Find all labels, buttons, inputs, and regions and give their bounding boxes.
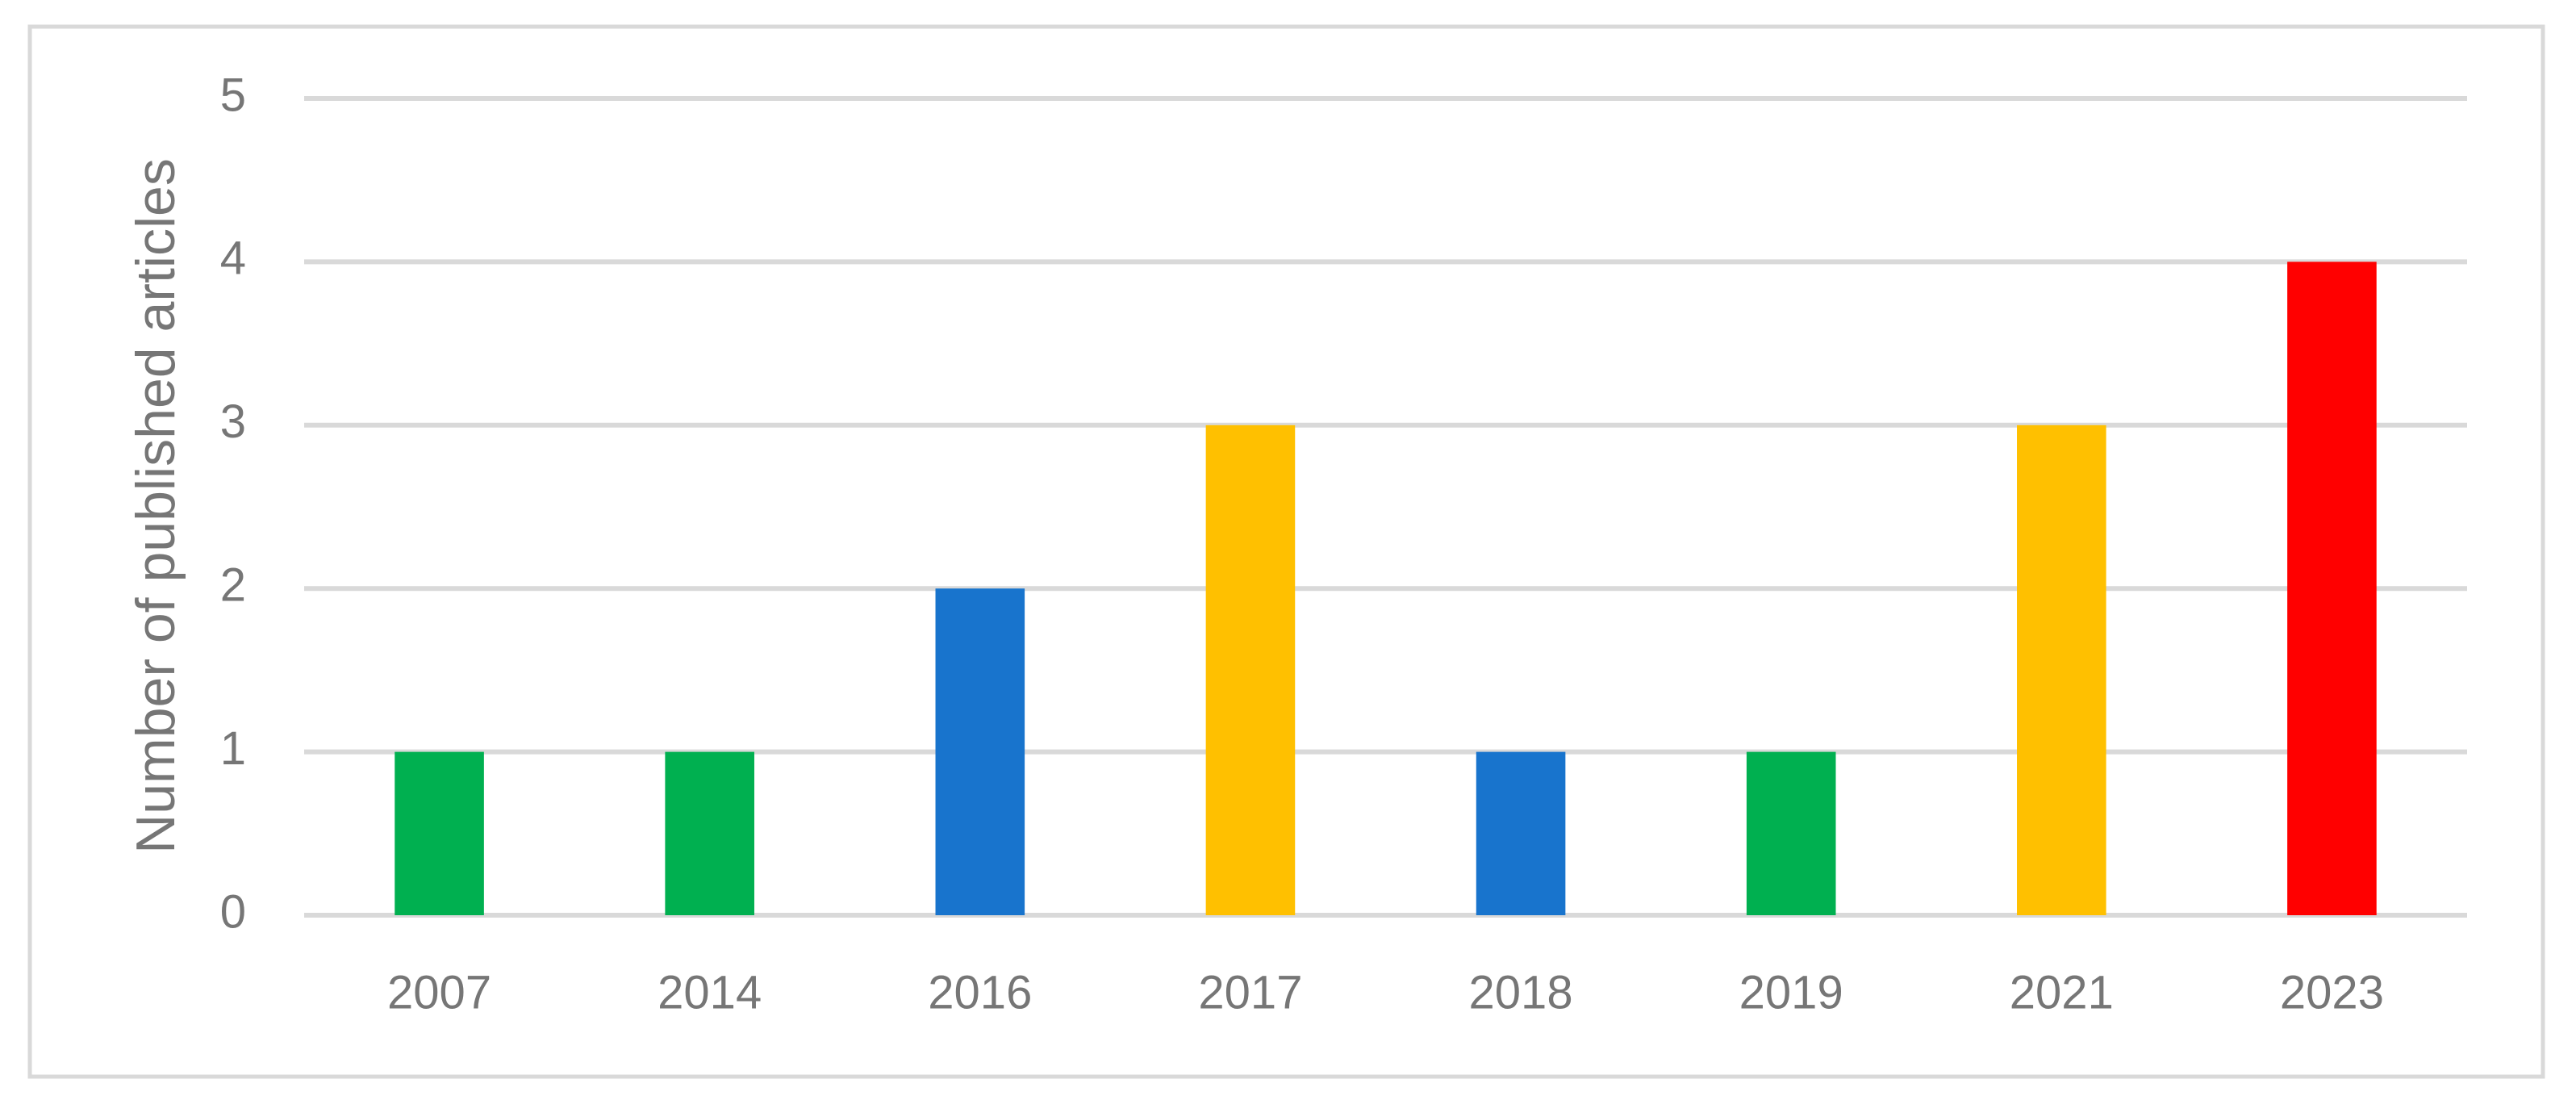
x-tick-label: 2019	[1739, 966, 1843, 1019]
y-tick-label: 5	[220, 69, 246, 121]
x-tick-label: 2016	[928, 966, 1032, 1019]
bar	[935, 588, 1025, 915]
x-tick-label: 2021	[2010, 966, 2114, 1019]
bar	[2017, 425, 2106, 915]
y-tick-label: 1	[220, 722, 246, 775]
x-tick-label: 2017	[1198, 966, 1302, 1019]
y-tick-label: 2	[220, 559, 246, 612]
y-tick-label: 3	[220, 395, 246, 448]
bar	[395, 751, 484, 915]
y-tick-label: 4	[220, 232, 246, 285]
x-tick-label: 2014	[658, 966, 762, 1019]
bar	[1476, 751, 1566, 915]
y-axis-label: Number of published articles	[125, 158, 186, 854]
y-tick-label: 0	[220, 885, 246, 938]
x-tick-label: 2018	[1469, 966, 1573, 1019]
bar	[1205, 425, 1296, 915]
bar	[2287, 261, 2377, 915]
bar	[1746, 751, 1836, 915]
bar	[665, 751, 754, 915]
x-tick-label: 2023	[2280, 966, 2384, 1019]
x-tick-label: 2007	[387, 966, 491, 1019]
